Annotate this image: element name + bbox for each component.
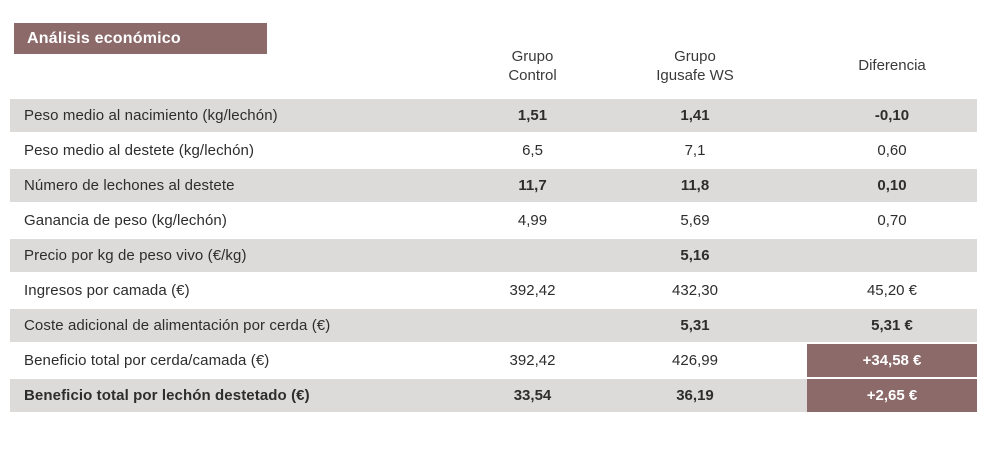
cell-diferencia: 0,60 — [877, 142, 907, 159]
table-row-peso-nacimiento: Peso medio al nacimiento (kg/lechón) 1,5… — [10, 97, 977, 132]
cell-diferencia — [807, 239, 977, 272]
cell-spacer — [775, 204, 807, 237]
cell-spacer — [775, 274, 807, 307]
table-row-ganancia-peso: Ganancia de peso (kg/lechón) 4,99 5,69 0… — [10, 202, 977, 237]
cell-grupo-igusafe: 432,30 — [672, 282, 718, 299]
column-header-grupo-igusafe: Grupo Igusafe WS — [656, 47, 734, 85]
row-label: Precio por kg de peso vivo (€/kg) — [24, 247, 247, 264]
cell-diferencia-highlighted: +2,65 € — [807, 379, 977, 412]
table-row-precio-kg: Precio por kg de peso vivo (€/kg) 5,16 — [10, 237, 977, 272]
cell-grupo-control: 6,5 — [522, 142, 543, 159]
cell-spacer — [775, 99, 807, 132]
row-label: Peso medio al nacimiento (kg/lechón) — [24, 107, 278, 124]
column-header-diferencia: Diferencia — [858, 57, 926, 75]
cell-spacer — [775, 309, 807, 342]
cell-grupo-control: 33,54 — [513, 387, 552, 404]
table-row-ingresos-camada: Ingresos por camada (€) 392,42 432,30 45… — [10, 272, 977, 307]
cell-spacer — [775, 169, 807, 202]
cell-grupo-control: 1,51 — [517, 107, 548, 124]
table-row-coste-alimentacion: Coste adicional de alimentación por cerd… — [10, 307, 977, 342]
cell-grupo-control: 392,42 — [509, 282, 556, 299]
cell-grupo-control — [450, 239, 615, 272]
table-header-row: Grupo Control Grupo Igusafe WS Diferenci… — [10, 40, 977, 92]
cell-grupo-igusafe: 5,31 — [680, 317, 710, 334]
column-header-empty — [10, 40, 450, 92]
row-label: Ganancia de peso (kg/lechón) — [24, 212, 227, 229]
cell-grupo-igusafe: 7,1 — [684, 142, 706, 159]
page-title: Análisis económico — [27, 29, 181, 47]
cell-diferencia-highlighted: +34,58 € — [807, 344, 977, 377]
table-row-peso-destete: Peso medio al destete (kg/lechón) 6,5 7,… — [10, 132, 977, 167]
cell-spacer — [775, 134, 807, 167]
cell-grupo-control: 392,42 — [509, 352, 556, 369]
cell-spacer — [775, 344, 807, 377]
cell-grupo-igusafe: 5,69 — [680, 212, 710, 229]
table-row-beneficio-cerda: Beneficio total por cerda/camada (€) 392… — [10, 342, 977, 377]
row-label: Beneficio total por cerda/camada (€) — [24, 352, 270, 369]
cell-diferencia: -0,10 — [874, 107, 910, 124]
row-label: Peso medio al destete (kg/lechón) — [24, 142, 255, 159]
table-row-beneficio-lechon: Beneficio total por lechón destetado (€)… — [10, 377, 977, 412]
economic-analysis-table: Peso medio al nacimiento (kg/lechón) 1,5… — [10, 97, 977, 412]
cell-spacer — [775, 379, 807, 412]
row-label: Número de lechones al destete — [24, 177, 235, 194]
cell-diferencia: 45,20 € — [866, 282, 918, 299]
cell-grupo-igusafe: 36,19 — [676, 387, 714, 404]
column-spacer — [775, 40, 807, 92]
cell-grupo-igusafe: 5,16 — [680, 247, 710, 264]
cell-spacer — [775, 239, 807, 272]
row-label: Coste adicional de alimentación por cerd… — [24, 317, 331, 334]
cell-diferencia: 5,31 € — [871, 317, 913, 334]
cell-grupo-control — [450, 309, 615, 342]
cell-diferencia: 0,10 — [877, 177, 907, 194]
cell-diferencia: 0,70 — [877, 212, 907, 229]
table-row-numero-lechones: Número de lechones al destete 11,7 11,8 … — [10, 167, 977, 202]
cell-grupo-control: 11,7 — [518, 177, 547, 194]
cell-grupo-control: 4,99 — [517, 212, 548, 229]
cell-grupo-igusafe: 11,8 — [680, 177, 710, 194]
column-header-grupo-control: Grupo Control — [508, 47, 557, 85]
row-label: Ingresos por camada (€) — [24, 282, 190, 299]
cell-grupo-igusafe: 426,99 — [672, 352, 718, 369]
cell-grupo-igusafe: 1,41 — [680, 107, 710, 124]
title-badge: Análisis económico — [14, 23, 267, 54]
row-label: Beneficio total por lechón destetado (€) — [24, 387, 310, 404]
